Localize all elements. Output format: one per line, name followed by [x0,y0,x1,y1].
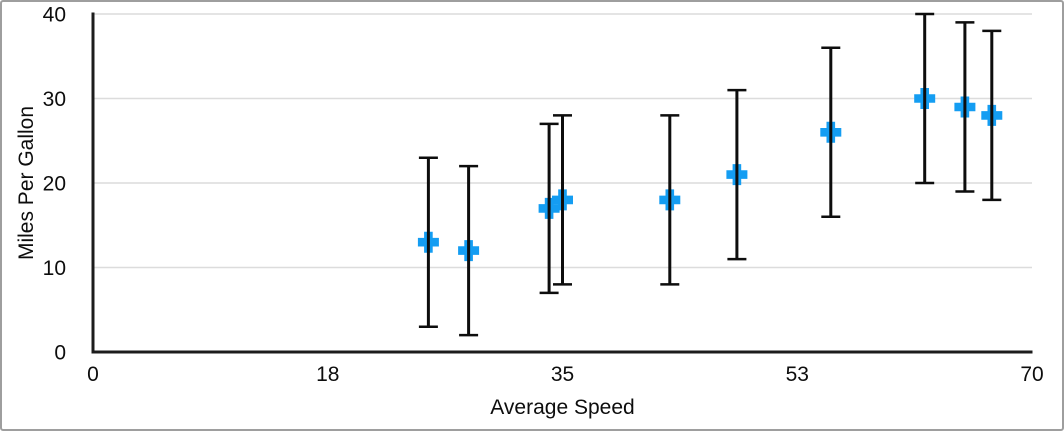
y-tick-label-20: 20 [43,173,66,196]
data-point-group [820,46,842,219]
y-axis-title: Miles Per Gallon [15,106,38,260]
data-point-group [726,88,748,261]
x-tick-label-35: 35 [551,363,574,386]
y-tick-label-30: 30 [43,88,66,111]
y-axis-tick-labels: 0 10 20 30 40 [43,4,66,365]
data-series [417,12,1003,337]
data-point-group [914,12,936,185]
data-point-group [954,21,976,193]
x-tick-label-0: 0 [87,363,99,386]
x-tick-label-53: 53 [786,363,809,386]
x-tick-label-18: 18 [316,363,339,386]
y-tick-label-10: 10 [43,257,66,280]
x-axis-title: Average Speed [490,396,634,419]
data-point-group [659,114,681,286]
y-tick-label-0: 0 [54,342,66,365]
data-point-group [981,29,1003,202]
data-point-group [538,122,560,295]
data-point-group [458,164,480,337]
data-point-group [552,114,573,286]
x-axis-tick-labels: 0 18 35 53 70 [87,363,1044,386]
y-tick-label-40: 40 [43,4,66,27]
data-point-group [417,156,439,328]
x-tick-label-70: 70 [1020,363,1043,386]
